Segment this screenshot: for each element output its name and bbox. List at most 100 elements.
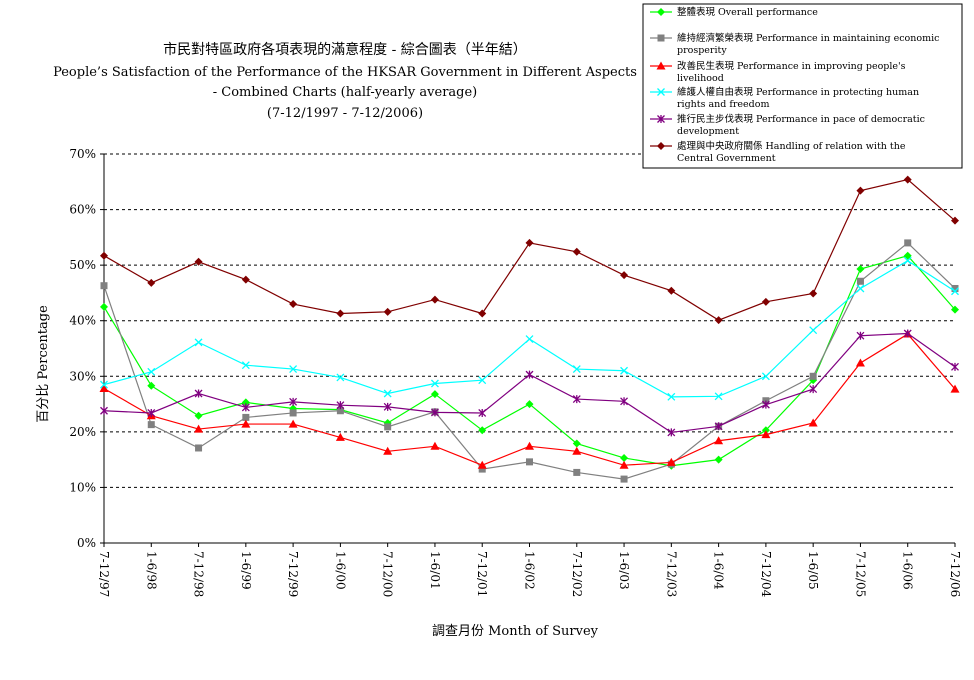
- x-tick-label: 7-12/99: [286, 551, 300, 597]
- data-point: [714, 392, 723, 401]
- data-point: [856, 265, 865, 274]
- data-point: [100, 251, 108, 260]
- data-point: [856, 277, 864, 285]
- x-axis-title: 調查月份 Month of Survey: [432, 624, 599, 639]
- data-point: [100, 380, 108, 389]
- data-point: [761, 430, 771, 439]
- data-point: [525, 238, 534, 247]
- x-tick-labels: 7-12/97 1-6/98 7-12/98 1-6/99 7-12/99 1-6/00 7…: [97, 551, 962, 598]
- data-point: [194, 257, 203, 266]
- series-4: [100, 256, 959, 401]
- data-point: [714, 316, 723, 325]
- data-point: [430, 390, 439, 399]
- data-point: [809, 326, 818, 335]
- data-point: [383, 402, 392, 411]
- legend: 整體表現 Overall performance 維持經濟繁榮表現 Perform…: [642, 3, 963, 169]
- data-point: [241, 398, 250, 407]
- data-point: [714, 422, 723, 431]
- data-point: [195, 444, 203, 452]
- data-point: [336, 373, 345, 382]
- data-point: [100, 282, 108, 290]
- data-point: [147, 367, 156, 376]
- data-point: [336, 401, 345, 410]
- data-point: [667, 428, 676, 437]
- data-point: [903, 251, 912, 260]
- x-tick-label: 1-6/02: [523, 551, 537, 590]
- data-point: [194, 389, 203, 398]
- x-tick-label: 1-6/04: [712, 551, 726, 590]
- legend-label: 維持經濟繁榮表現 Performance in maintaining econ…: [677, 32, 939, 56]
- data-point: [714, 436, 724, 445]
- chart-title-en-line1: People’s Satisfaction of the Performance…: [53, 65, 637, 80]
- data-point: [289, 300, 298, 309]
- x-tick-label: 1-6/03: [617, 551, 631, 590]
- data-point: [430, 441, 440, 450]
- data-point: [384, 423, 392, 431]
- series-line: [103, 178, 956, 321]
- data-point: [809, 385, 818, 394]
- data-point: [241, 275, 250, 284]
- data-point: [855, 358, 865, 367]
- data-point: [289, 397, 298, 406]
- data-point: [383, 446, 393, 455]
- x-tick-label: 7-12/05: [853, 551, 867, 597]
- data-point: [951, 287, 959, 296]
- data-point: [761, 400, 770, 409]
- data-point: [620, 366, 629, 375]
- x-tick-label: 7-12/01: [475, 551, 489, 597]
- data-point: [809, 372, 817, 380]
- data-point: [478, 465, 486, 473]
- series-3: [99, 329, 960, 469]
- data-point: [526, 458, 533, 466]
- x-tick-label: 1-6/00: [333, 551, 347, 590]
- legend-label: 改善民生表現 Performance in improving people's…: [677, 60, 906, 84]
- series-1: [100, 251, 959, 470]
- data-point: [951, 362, 959, 371]
- legend-label: 處理與中央政府關係 Handling of relation with the C…: [677, 140, 906, 164]
- data-point: [100, 302, 108, 311]
- data-point: [667, 392, 676, 401]
- data-point: [336, 407, 344, 415]
- legend-marker: [657, 142, 665, 150]
- legend-marker: [657, 34, 665, 42]
- data-point: [194, 411, 203, 420]
- data-series: [99, 175, 960, 483]
- x-tick-label: 1-6/98: [144, 551, 158, 590]
- x-tick-label: 1-6/01: [428, 551, 442, 590]
- data-point: [147, 278, 156, 287]
- data-point: [525, 370, 534, 379]
- data-point: [809, 289, 818, 298]
- series-5: [100, 329, 959, 437]
- data-point: [903, 256, 912, 265]
- y-tick-labels: 0% 10% 20% 30% 40% 50% 60% 70%: [69, 147, 96, 550]
- data-point: [241, 403, 250, 412]
- data-point: [525, 335, 534, 344]
- legend-box: [642, 3, 963, 169]
- x-tick-label: 1-6/06: [901, 551, 915, 590]
- legend-marker: [657, 115, 665, 123]
- data-point: [288, 419, 298, 428]
- x-tick-label: 7-12/00: [381, 551, 395, 597]
- legend-marker: [656, 61, 666, 70]
- data-point: [950, 384, 960, 393]
- series-line: [103, 255, 956, 467]
- data-point: [951, 284, 959, 292]
- data-point: [619, 460, 629, 469]
- y-tick-label: 30%: [69, 369, 96, 383]
- x-tick-label: 7-12/06: [948, 551, 962, 597]
- data-point: [620, 271, 629, 280]
- chart-title-en-line2: - Combined Charts (half-yearly average): [213, 85, 478, 100]
- data-point: [289, 365, 298, 374]
- data-point: [572, 446, 582, 455]
- data-point: [100, 406, 108, 415]
- legend-marker: [657, 88, 665, 96]
- data-point: [856, 331, 865, 340]
- x-tick-label: 7-12/04: [759, 551, 773, 598]
- gridlines: [104, 153, 955, 488]
- data-point: [99, 384, 109, 393]
- data-point: [478, 426, 487, 435]
- data-point: [525, 441, 534, 450]
- y-axis-title: 百分比 Percentage: [36, 305, 51, 423]
- legend-label: 維護人權自由表現 Performance in protecting human…: [677, 86, 919, 110]
